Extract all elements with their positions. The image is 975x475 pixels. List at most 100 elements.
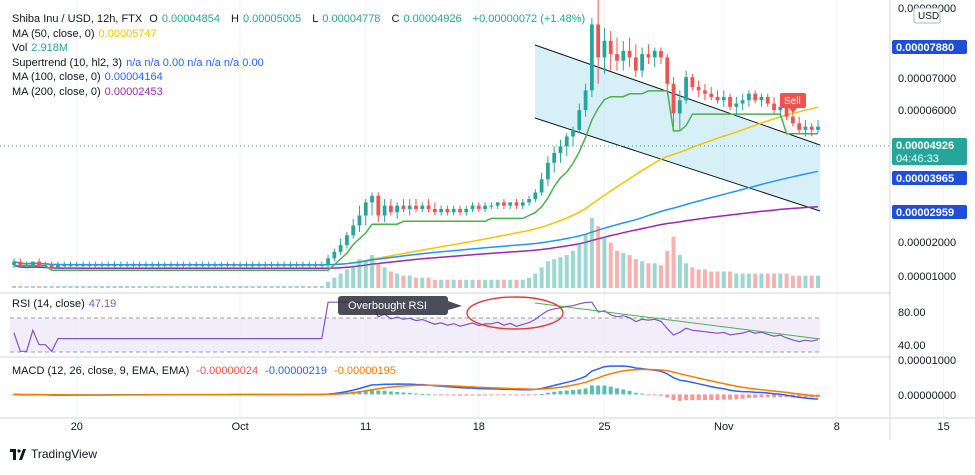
tradingview-icon: [10, 448, 26, 460]
supertrend-legend[interactable]: Supertrend (10, hl2, 3) n/a n/a 0.00 n/a …: [12, 57, 264, 69]
candle-body: [696, 87, 701, 91]
macd-hist-bar: [464, 394, 469, 396]
volume-bar: [357, 259, 362, 288]
candle-body: [200, 264, 205, 266]
volume-bar: [816, 275, 820, 288]
candle-body: [784, 106, 789, 117]
macd-hist-bar: [457, 394, 462, 396]
time-axis[interactable]: 20Oct111825Nov81522: [71, 421, 975, 433]
supertrend-line: [14, 90, 818, 271]
candle-body: [250, 264, 255, 266]
price-axis[interactable]: 0.00008000 0.00007000 0.00006000 0.00002…: [892, 3, 967, 402]
sell-signal: Sell: [780, 93, 806, 113]
macd-hist-bar: [382, 390, 387, 395]
macd-hist-bar: [508, 394, 513, 396]
price-tick: 0.00007000: [898, 73, 956, 85]
volume-bar: [596, 226, 601, 288]
volume-bar: [326, 281, 331, 288]
volume-bar: [200, 285, 205, 288]
price-tag-1-text: 0.00007880: [896, 42, 954, 54]
macd-hist-bar: [709, 394, 714, 401]
macd-hist-bar: [740, 394, 745, 399]
candle-body: [665, 57, 670, 84]
ma200-line: [13, 205, 819, 270]
horizontal-levels: [0, 145, 890, 147]
candle-body: [690, 77, 695, 88]
macd-hist-bar: [715, 394, 720, 400]
candle-body: [439, 208, 444, 213]
candle-body: [608, 40, 613, 55]
candle-body: [288, 264, 293, 266]
candle-body: [426, 205, 431, 209]
volume-bar: [307, 285, 312, 288]
volume-bar: [225, 285, 230, 288]
macd-hist-bar: [432, 394, 437, 396]
volume-bar: [652, 263, 657, 288]
candle-body: [332, 251, 337, 259]
volume-bar: [728, 271, 733, 288]
tradingview-logo[interactable]: TradingView: [10, 447, 97, 461]
candle-body: [43, 264, 48, 266]
volume-bar: [24, 285, 29, 288]
macd-legend[interactable]: MACD (12, 26, close, 9, EMA, EMA) -0.000…: [12, 365, 396, 377]
volume-bar: [709, 271, 714, 288]
volume-bar: [734, 273, 739, 288]
volume-bar: [30, 285, 35, 288]
price-tag-2: [892, 171, 967, 185]
ma100-legend[interactable]: MA (100, close, 0) 0.00004164: [12, 71, 163, 83]
macd-hist-bar: [652, 394, 657, 396]
ma50-legend[interactable]: MA (50, close, 0) 0.00005747: [12, 28, 157, 40]
macd-hist-bar: [797, 394, 802, 398]
rsi-legend[interactable]: RSI (14, close) 47.19: [12, 298, 117, 310]
volume-bar: [250, 285, 255, 288]
volume-bar: [627, 255, 632, 288]
macd-hist-bar: [470, 394, 475, 396]
macd-hist-bar: [690, 394, 695, 401]
volume-bar: [219, 285, 224, 288]
macd-hist-bar: [646, 394, 651, 396]
macd-hist-bar: [671, 394, 676, 400]
symbol-title[interactable]: Shiba Inu / USD, 12h, FTX: [12, 13, 143, 25]
macd-hist-bar: [363, 390, 368, 395]
candle-body: [68, 264, 73, 266]
price-tag-2-text: 0.00003965: [896, 173, 954, 185]
current-price-text: 0.00004926: [896, 140, 954, 152]
time-tick: 8: [834, 421, 840, 433]
volume-bar: [187, 285, 192, 288]
candle-body: [589, 24, 594, 91]
candle-body: [194, 264, 199, 266]
price-tag-1: [892, 40, 967, 54]
macd-hist-bar: [407, 392, 412, 395]
candle-body: [87, 264, 92, 266]
candle-body: [602, 40, 607, 58]
rsi-tick: 40.00: [898, 340, 926, 352]
macd-hist-bar: [596, 385, 601, 395]
volume-bar: [87, 285, 92, 288]
volume-bar: [12, 285, 16, 288]
candle-body: [728, 96, 732, 107]
candle-body: [627, 50, 632, 58]
macd-hist-bar: [495, 394, 500, 396]
candle-body: [721, 96, 726, 101]
candle-body: [508, 202, 513, 206]
volume-bar: [765, 273, 770, 288]
volume-bar: [589, 218, 594, 288]
currency-button-label: USD: [918, 11, 939, 22]
candle-body: [445, 208, 450, 213]
candle-body: [747, 93, 751, 101]
vol-legend[interactable]: Vol 2.918M: [12, 42, 68, 54]
volume-bar: [633, 259, 638, 288]
volume-bar: [112, 285, 117, 288]
volume-bar: [81, 285, 86, 288]
volume-bar: [175, 285, 180, 288]
macd-hist-bar: [602, 385, 607, 395]
currency-button[interactable]: [913, 7, 941, 24]
volume-bar: [382, 267, 387, 288]
candle-body: [219, 264, 224, 266]
candle-body: [615, 54, 619, 61]
volume-bar: [671, 236, 676, 288]
macd-hist-bar: [439, 394, 444, 396]
time-tick: 15: [938, 421, 950, 433]
ma200-legend[interactable]: MA (200, close, 0) 0.00002453: [12, 86, 163, 98]
